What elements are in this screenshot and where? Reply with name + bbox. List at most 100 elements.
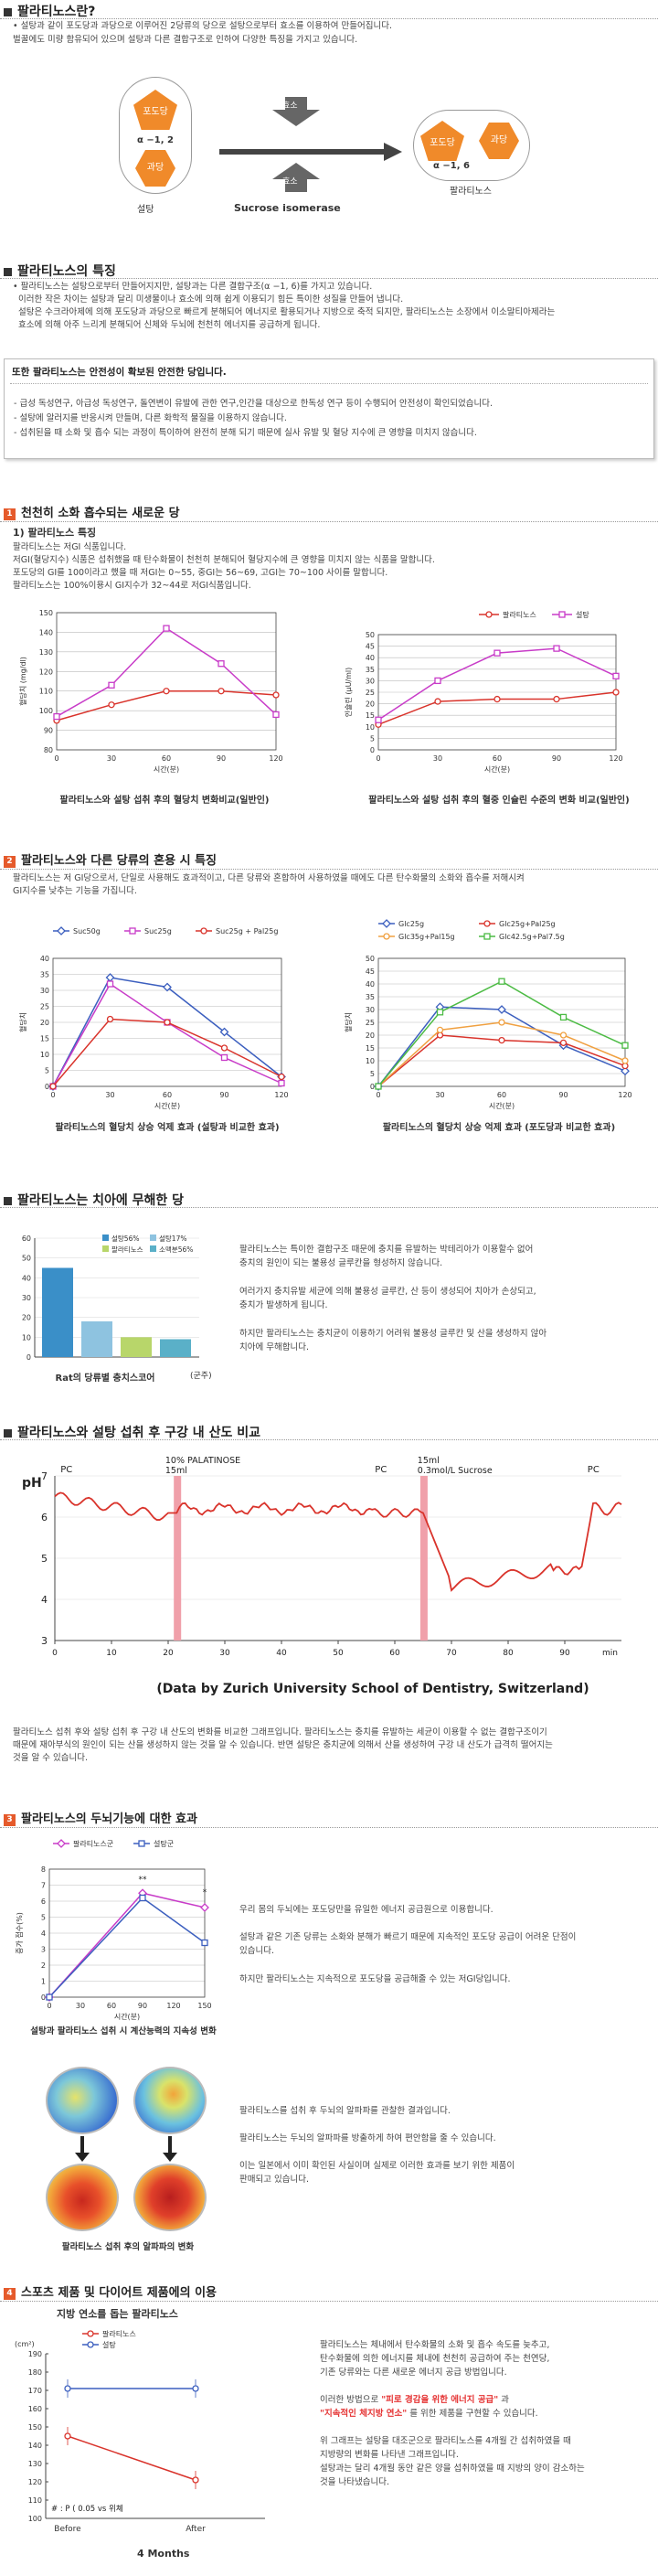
annotation-palatinose: 10% PALATINOSE xyxy=(165,1456,240,1466)
data-point xyxy=(106,980,114,988)
y-tick-label: 120 xyxy=(28,2478,42,2486)
s8-text-2: 탄수화물에 의한 에너지를 체내에 천천히 공급하여 주는 천연당, xyxy=(320,2354,550,2364)
y-tick-label: 150 xyxy=(39,609,53,617)
x-tick-label: 120 xyxy=(618,1091,631,1099)
s8-text-3: 기존 당류와는 다른 새로운 에너지 공급 방법입니다. xyxy=(320,2368,507,2378)
s2-text-3: 설탕은 수크라아제에 의해 포도당과 과당으로 빠르게 분해되어 에너지로 활용… xyxy=(18,307,556,317)
significance-mark: * xyxy=(203,1888,207,1897)
y-tick-label: 100 xyxy=(28,2515,42,2523)
enzyme-arrow-down xyxy=(265,97,327,126)
data-point xyxy=(108,681,115,689)
legend-label: Suc25g xyxy=(144,927,172,935)
section-title-brain: 3 팔라티노스의 두뇌기능에 대한 효과 xyxy=(4,1811,197,1830)
y-tick-label: 6 xyxy=(41,1897,46,1906)
data-point xyxy=(272,711,280,719)
y-tick-label: 180 xyxy=(28,2368,42,2377)
section-title-what: 팔라티노스란? xyxy=(4,2,95,22)
safety-title: 또한 팔라티노스는 안전성이 확보된 안전한 당입니다. xyxy=(12,367,227,378)
pc-label-1: PC xyxy=(60,1465,72,1475)
blood-sugar-chart: 80 90 100 110 120 130 140 150 0 30 60 90 120 시간(분) 혈당치… xyxy=(18,609,283,774)
ph-trace-line xyxy=(54,1491,622,1592)
legend-swatch xyxy=(102,1235,109,1241)
data-source: (Data by Zurich University School of Den… xyxy=(156,1682,589,1696)
data-point xyxy=(375,1083,382,1090)
sucrose-label: 설탕 xyxy=(137,205,154,215)
y-tick-label: 20 xyxy=(366,1031,375,1040)
y-tick-label: 30 xyxy=(40,987,49,995)
x-tick-label: 0 xyxy=(52,1649,58,1658)
y-tick-label: 4 xyxy=(41,1929,46,1938)
x-tick-label: 0 xyxy=(376,1091,380,1099)
y-tick-label: 25 xyxy=(40,1003,49,1011)
divider xyxy=(0,1827,658,1828)
x-tick-label: 120 xyxy=(274,1091,288,1099)
data-point xyxy=(64,2432,71,2440)
y-tick-label: 5 xyxy=(370,734,375,743)
x-tick-label: 0 xyxy=(376,754,380,763)
y-tick-label: 45 xyxy=(366,967,375,976)
data-point xyxy=(559,1039,568,1047)
sucrose-intake-band xyxy=(419,1476,428,1641)
y-tick-label: 0 xyxy=(27,1353,31,1362)
s7-text-2: 설탕과 같은 기존 당류는 소화와 분해가 빠르기 때문에 지속적인 포도당 공… xyxy=(239,1932,577,1942)
data-point xyxy=(46,1993,53,2001)
data-point xyxy=(64,2385,71,2392)
bullet-square-icon xyxy=(4,1196,12,1205)
x-tick-label: 120 xyxy=(269,754,282,763)
y-tick-label: 6 xyxy=(41,1512,48,1523)
palatinose-intake-band xyxy=(174,1476,182,1641)
x-tick-label: 120 xyxy=(609,754,622,763)
y-tick-label: 50 xyxy=(366,955,375,963)
y-tick-label: 0 xyxy=(370,746,375,754)
calculation-ability-chart: 0 1 2 3 4 5 6 7 8 0 30 60 90 120 150 시간(분) 증가 점수(%) 팔라티노스… xyxy=(15,1839,212,2021)
legend-label: 팔라티노스 xyxy=(503,610,536,619)
s7-brain-text-3: 이는 일본에서 이미 확인된 사실이며 실제로 이러한 효과를 보기 위한 제품… xyxy=(239,2161,515,2171)
data-point xyxy=(494,695,501,703)
legend-marker xyxy=(483,920,491,927)
data-point xyxy=(192,2385,199,2392)
series-line xyxy=(377,980,626,1087)
legend-marker xyxy=(87,2330,94,2337)
y-tick-label: 50 xyxy=(22,1255,31,1263)
s7-text-1: 우리 몸의 두뇌에는 포도당만을 유일한 에너지 공급원으로 이용합니다. xyxy=(239,1905,494,1915)
y-tick-label: 45 xyxy=(366,643,375,651)
annotation-palatinose-volume: 15ml xyxy=(165,1466,187,1476)
data-point xyxy=(200,1903,209,1912)
data-point xyxy=(612,689,620,696)
y-axis-unit: (cm²) xyxy=(15,2340,35,2348)
legend-marker xyxy=(57,926,66,935)
y-tick-label: 20 xyxy=(40,1019,49,1027)
legend-marker xyxy=(485,611,493,618)
y-tick-label: 110 xyxy=(28,2496,42,2505)
legend-label: 소맥분56% xyxy=(159,1245,193,1254)
chart5-unit: (군주) xyxy=(190,1372,212,1381)
enzyme-label-1: 효소 xyxy=(282,102,298,111)
y-tick-label: 15 xyxy=(366,711,375,720)
x-tick-label: 90 xyxy=(559,1649,570,1658)
x-tick-label: 80 xyxy=(503,1649,514,1658)
x-tick-label: 60 xyxy=(163,1091,172,1099)
y-tick-label: 140 xyxy=(28,2442,42,2450)
series-line xyxy=(56,627,277,718)
s1-text-1: • 설탕과 같이 포도당과 과당으로 이루어진 2당류의 당으로 설탕으로부터 … xyxy=(13,21,392,31)
bar xyxy=(42,1267,73,1357)
y-tick-label: 3 xyxy=(41,1635,48,1647)
x-tick-label: 30 xyxy=(76,2002,85,2010)
data-point xyxy=(106,1015,114,1023)
y-tick-label: 35 xyxy=(40,971,49,979)
y-tick-label: 1 xyxy=(41,1978,46,1986)
x-tick-label: 20 xyxy=(163,1649,174,1658)
section-title-slow-digest: 1 천천히 소화 흡수되는 새로운 당 xyxy=(4,505,180,524)
legend-label: 팔라티노스군 xyxy=(73,1839,113,1848)
annotation-sucrose: 0.3mol/L Sucrose xyxy=(418,1466,493,1476)
x-tick-label: 150 xyxy=(197,2002,211,2010)
y-tick-label: 30 xyxy=(22,1294,31,1302)
series-line xyxy=(377,647,617,721)
s8-text-6: 위 그래프는 설탕을 대조군으로 팔라티노스를 4개월 간 섭취하였을 때 xyxy=(320,2436,571,2446)
series-line xyxy=(52,982,282,1087)
insulin-chart: 0 5 10 15 20 25 30 35 40 45 50 0 30 60 90 120 시간(분) 인슐린 (… xyxy=(344,610,623,774)
x-tick-label: 90 xyxy=(558,1091,568,1099)
y-axis-label: 혈당치 (mg/dl) xyxy=(18,657,27,706)
data-point xyxy=(498,978,505,985)
s3-subtitle: 1) 팔라티노스 특징 xyxy=(13,527,97,539)
